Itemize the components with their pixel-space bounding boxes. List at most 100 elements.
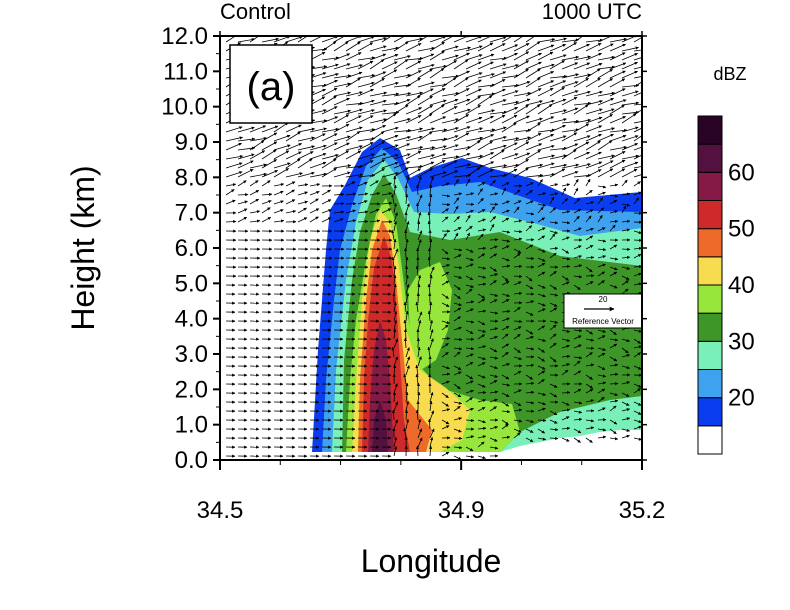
wind-vector (549, 37, 567, 43)
wind-vector (621, 255, 631, 260)
wind-vector (357, 81, 375, 88)
wind-vector (549, 154, 567, 160)
wind-vector (465, 116, 483, 124)
wind-vector (417, 63, 435, 70)
wind-vector (537, 206, 544, 214)
wind-vector (621, 168, 638, 178)
wind-vector (381, 113, 397, 124)
wind-vector (633, 57, 642, 61)
wind-vector (453, 88, 470, 97)
wind-vector (345, 101, 364, 106)
wind-vector (273, 134, 291, 142)
wind-vector (417, 311, 423, 322)
wind-vector (513, 206, 520, 214)
colorbar-box (697, 425, 723, 455)
wind-vector (297, 127, 316, 133)
wind-vector (429, 68, 445, 79)
wind-vector (381, 101, 400, 106)
wind-vector (537, 302, 546, 307)
wind-vector (345, 181, 356, 187)
wind-vector (609, 257, 619, 261)
wind-vector (573, 77, 589, 88)
wind-vector (477, 320, 486, 326)
wind-vector (429, 184, 433, 196)
wind-vector (333, 109, 352, 115)
wind-vector (261, 37, 280, 43)
wind-vector (621, 161, 639, 169)
wind-vector (261, 132, 278, 142)
wind-vector (345, 41, 361, 52)
wind-vector (537, 63, 555, 70)
wind-vector (501, 239, 511, 243)
wind-vector (297, 136, 315, 142)
y-tick-label: 11.0 (163, 58, 208, 85)
wind-vector (333, 202, 345, 206)
wind-vector (333, 97, 350, 106)
wind-vector (333, 63, 351, 70)
wind-vector (501, 200, 510, 205)
wind-vector (489, 192, 499, 196)
wind-vector (369, 192, 381, 196)
wind-vector (561, 62, 579, 70)
wind-vector (453, 205, 459, 214)
wind-vector (417, 53, 435, 61)
wind-vector (597, 263, 606, 268)
wind-vector (537, 80, 555, 88)
wind-vector (427, 283, 431, 295)
wind-vector (585, 108, 603, 115)
wind-vector (573, 118, 592, 124)
y-tick-label: 4.0 (175, 306, 208, 333)
wind-vector (345, 52, 362, 61)
wind-vector (249, 140, 265, 151)
wind-vector (261, 149, 277, 160)
wind-vector (427, 202, 432, 214)
wind-vector (513, 248, 522, 254)
wind-vector (225, 36, 237, 43)
wind-vector (405, 56, 424, 61)
wind-vector (513, 43, 530, 52)
wind-vector (621, 113, 637, 124)
wind-vector (237, 180, 247, 187)
wind-vector (537, 217, 546, 223)
wind-vector (549, 284, 557, 290)
wind-vector (393, 283, 397, 295)
wind-vector (415, 265, 419, 277)
wind-vector (489, 79, 506, 88)
wind-vector (621, 280, 629, 286)
wind-vector (441, 155, 460, 160)
wind-vector (453, 98, 471, 106)
wind-vector (573, 101, 592, 106)
wind-vector (285, 172, 303, 178)
wind-vector (369, 125, 386, 133)
wind-vector (477, 95, 493, 106)
wind-vector (621, 228, 631, 232)
wind-vector (477, 266, 487, 270)
wind-vector (357, 115, 374, 124)
wind-vector (465, 202, 475, 206)
wind-vector (537, 227, 546, 232)
wind-vector (561, 55, 580, 61)
wind-vector (609, 159, 626, 169)
wind-vector (633, 253, 642, 259)
wind-vector (428, 364, 432, 376)
wind-vector (427, 220, 431, 232)
wind-vector (381, 208, 392, 214)
colorbar-tick-label: 50 (728, 216, 755, 243)
wind-vector (585, 189, 593, 196)
wind-vector (549, 230, 559, 235)
wind-vector (573, 173, 592, 178)
wind-vector (333, 74, 352, 79)
wind-vector (537, 44, 555, 52)
wind-vector (585, 62, 603, 70)
wind-vector (537, 308, 546, 313)
wind-vector (369, 208, 380, 214)
wind-vector (441, 194, 451, 198)
wind-vector (261, 170, 278, 178)
wind-vector (513, 91, 532, 97)
wind-vector (321, 63, 339, 70)
wind-vector (429, 145, 447, 151)
colorbar-box (697, 115, 723, 145)
wind-vector (273, 200, 284, 205)
wind-vector (477, 188, 483, 196)
wind-vector (489, 280, 497, 286)
